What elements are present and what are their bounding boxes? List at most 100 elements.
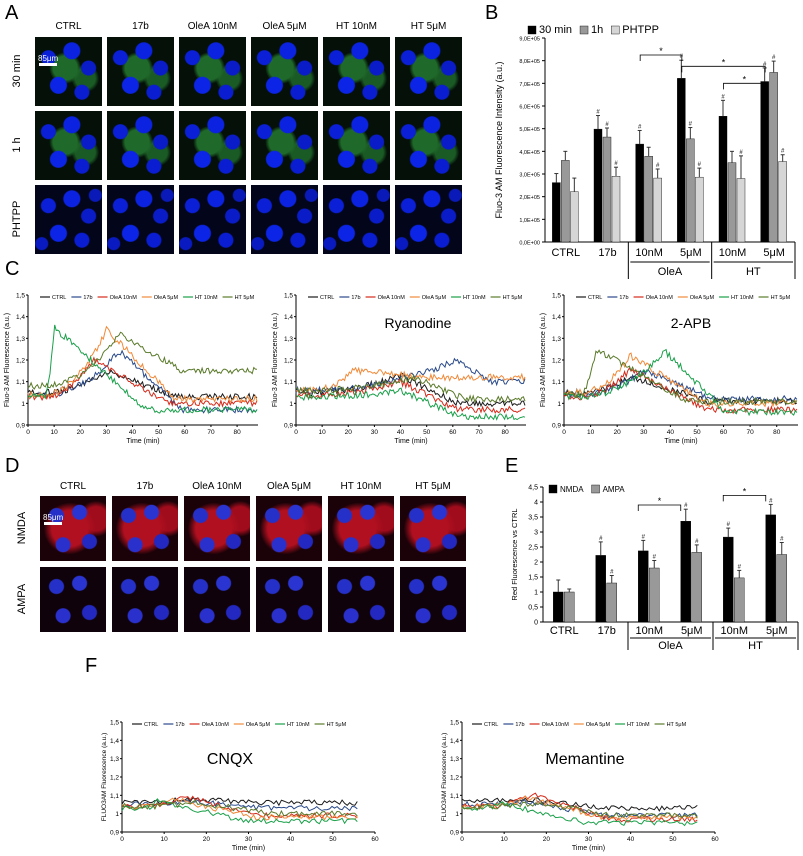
legend-label: HT 5μM [667,722,687,728]
x-tick-label: 40 [287,836,295,843]
y-tick-label: 1,2 [284,358,293,365]
micrograph-tile [35,185,102,254]
chart-title: Ryanodine [385,315,452,331]
row-header: AMPA [16,583,28,614]
y-tick-label: 1,3 [284,336,293,343]
column-header: OleA 10nM [187,21,238,32]
legend-label: HT 5μM [503,295,523,301]
significance-hash: # [605,122,609,128]
x-axis-label: Time (min) [232,845,265,852]
chart-title: CNQX [207,751,254,768]
legend-label: PHTPP [622,24,659,36]
y-tick-label: 2,0E+05 [519,195,540,201]
significance-star: * [743,486,747,496]
micrograph-tile [395,185,462,254]
micrograph-tile [184,496,250,561]
significance-hash: # [642,534,646,540]
legend-label: OleA 10nM [542,722,570,728]
series-line [295,387,526,421]
legend-label: HT 10nM [463,295,486,301]
series-line [27,369,258,401]
y-tick-label: 9,0E+05 [519,37,540,43]
significance-hash: # [772,55,776,61]
micrograph-tile [35,37,102,106]
column-header: HT 10nM [336,21,377,32]
x-tick-label: 20 [614,429,622,436]
scale-bar-label: 85μm [38,54,59,63]
x-tick-label: 30 [640,429,648,436]
x-tick-label: 50 [669,836,677,843]
panel-label-b: B [485,2,499,24]
row-header: NMDA [16,511,28,544]
bar [653,177,662,243]
significance-hash: # [769,498,773,504]
x-category-label: 10nM [719,247,747,259]
legend-label: HT 5μM [771,295,791,301]
micrograph-tile [328,496,394,561]
legend-label: CTRL [52,295,66,301]
micrograph-tile [323,185,390,254]
significance-hash: # [721,94,725,100]
x-category-label: 5μM [680,247,702,259]
y-tick-label: 1,1 [16,379,25,386]
legend-label: OleA 10nM [202,722,230,728]
x-tick-label: 0 [460,836,464,843]
legend-label: HT 10nM [731,295,754,301]
legend-label: OleA 10nM [378,295,406,301]
x-tick-label: 40 [129,429,137,436]
y-axis-label: Fluo-3 AM Fluorescence (a.u.) [540,313,547,407]
column-header: 17b [136,481,154,492]
panel-label-f: F [85,655,98,677]
significance-bracket [639,54,683,61]
y-tick-label: 0,9 [284,423,293,430]
micrograph-tile [107,111,174,180]
x-tick-label: 60 [711,836,719,843]
legend-label: 17b [175,722,184,728]
y-tick-label: 3,0E+05 [519,173,540,179]
x-tick-label: 80 [233,429,241,436]
x-category-label: CTRL [551,247,580,259]
y-tick-label: 1 [557,401,561,408]
bar [606,582,617,623]
y-tick-label: 2 [534,560,538,567]
y-tick-label: 1,1 [552,379,561,386]
series-line [564,366,798,415]
y-tick-label: 5,0E+05 [519,127,540,133]
scale-bar-label: 85μm [43,513,64,522]
x-tick-label: 20 [203,836,211,843]
micrograph-tile [395,37,462,106]
significance-hash: # [638,124,642,130]
x-axis-label: Time (min) [572,845,605,852]
significance-star: * [743,74,747,84]
bar [602,136,612,243]
x-tick-label: 30 [585,836,593,843]
y-tick-label: 0,9 [450,830,459,837]
significance-hash: # [614,161,618,167]
column-header: HT 10nM [340,481,382,492]
y-tick-label: 1 [115,811,119,818]
series-line [461,792,698,823]
row-header: PHTPP [11,200,23,237]
significance-hash: # [739,150,743,156]
line-chart-c3: 0,9 1 1,1 1,2 1,3 1,4 1,5 0 10 20 30 40 50 60 70 80 Time… [540,293,798,445]
column-header: OleA 5μM [266,481,312,492]
legend-label: HT 10nM [287,722,310,728]
bar [695,176,704,243]
y-axis-label: Fluo-3 AM Fluorescence Intensity (a.u.) [494,61,504,218]
legend-label: NMDA [560,485,584,494]
significance-hash: # [738,564,742,570]
significance-hash: # [695,539,699,545]
x-tick-label: 10 [319,429,327,436]
y-tick-label: 1,1 [284,379,293,386]
panel-label-e: E [505,455,519,477]
legend-label: 17b [83,295,92,301]
line-chart-c1: 0,9 1 1,1 1,2 1,3 1,4 1,5 0 10 20 30 40 50 60 70 80 Time… [4,293,258,445]
bar [723,536,734,623]
y-tick-label: 0 [534,620,538,627]
series-line [295,378,526,414]
series-line [121,799,358,818]
legend-label: HT 10nM [195,295,218,301]
y-tick-label: 6,0E+05 [519,105,540,111]
legend-swatch [591,484,600,494]
legend-label: HT 5μM [327,722,347,728]
